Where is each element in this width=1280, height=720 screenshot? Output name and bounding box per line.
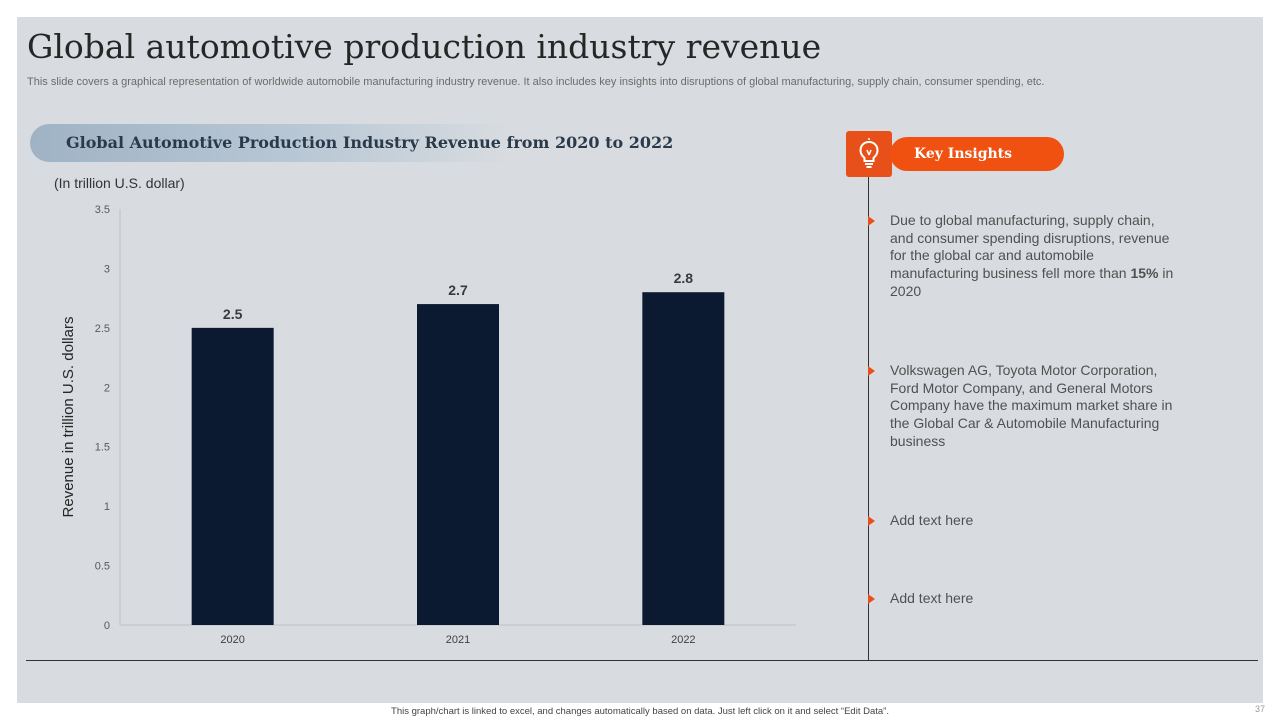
footer-note: This graph/chart is linked to excel, and… xyxy=(391,706,889,717)
data-label: 2.8 xyxy=(674,270,694,286)
bar-2020 xyxy=(191,327,274,625)
insight-item: Add text here xyxy=(890,590,974,606)
y-tick-label: 1 xyxy=(104,501,110,513)
x-tick-label: 2022 xyxy=(671,634,695,646)
data-label: 2.5 xyxy=(223,306,243,322)
insights-divider xyxy=(868,175,869,660)
insight-item: Due to global manufacturing, supply chai… xyxy=(890,212,1180,301)
x-tick-label: 2020 xyxy=(220,634,244,646)
bullet-arrow-icon xyxy=(868,366,875,376)
revenue-bar-chart[interactable]: 0 0.5 1 1.5 2 2.5 3 3.5 Revenue in trillion U.S.… xyxy=(17,17,847,657)
y-tick-label: 2.5 xyxy=(95,323,110,335)
chart-unit-note: (In trillion U.S. dollar) xyxy=(54,175,185,191)
bullet-arrow-icon xyxy=(868,594,875,604)
section-baseline xyxy=(26,660,1258,661)
insight-item: Add text here xyxy=(890,512,974,528)
bullet-arrow-icon xyxy=(868,216,875,226)
page-number: 37 xyxy=(1254,704,1265,714)
x-tick-label: 2021 xyxy=(446,634,470,646)
insight-highlight: 15% xyxy=(1130,265,1159,282)
slide-subtitle: This slide covers a graphical representa… xyxy=(27,76,1045,88)
insight-item: Volkswagen AG, Toyota Motor Corporation,… xyxy=(890,362,1173,449)
y-tick-label: 0.5 xyxy=(95,561,110,573)
y-tick-label: 3 xyxy=(104,263,110,275)
lightbulb-icon xyxy=(846,131,892,177)
bar-2021 xyxy=(417,304,499,625)
chart-title-banner: Global Automotive Production Industry Re… xyxy=(30,124,673,162)
chart-title: Global Automotive Production Industry Re… xyxy=(66,133,674,152)
insight-text: in 2020 xyxy=(890,265,1174,299)
slide-title: Global automotive production industry re… xyxy=(27,27,822,66)
y-tick-label: 1.5 xyxy=(95,442,110,454)
y-tick-label: 0 xyxy=(104,620,110,632)
bullet-arrow-icon xyxy=(868,516,875,526)
y-tick-label: 2 xyxy=(104,382,110,394)
y-axis-title: Revenue in trillion U.S. dollars xyxy=(60,317,77,518)
bar-2022 xyxy=(642,292,725,625)
data-label: 2.7 xyxy=(448,282,468,298)
insight-text: Due to global manufacturing, supply chai… xyxy=(890,212,1170,282)
y-tick-label: 3.5 xyxy=(95,204,110,216)
slide-canvas: Global automotive production industry re… xyxy=(17,17,1263,703)
key-insights-header: Key Insights xyxy=(890,137,1064,171)
